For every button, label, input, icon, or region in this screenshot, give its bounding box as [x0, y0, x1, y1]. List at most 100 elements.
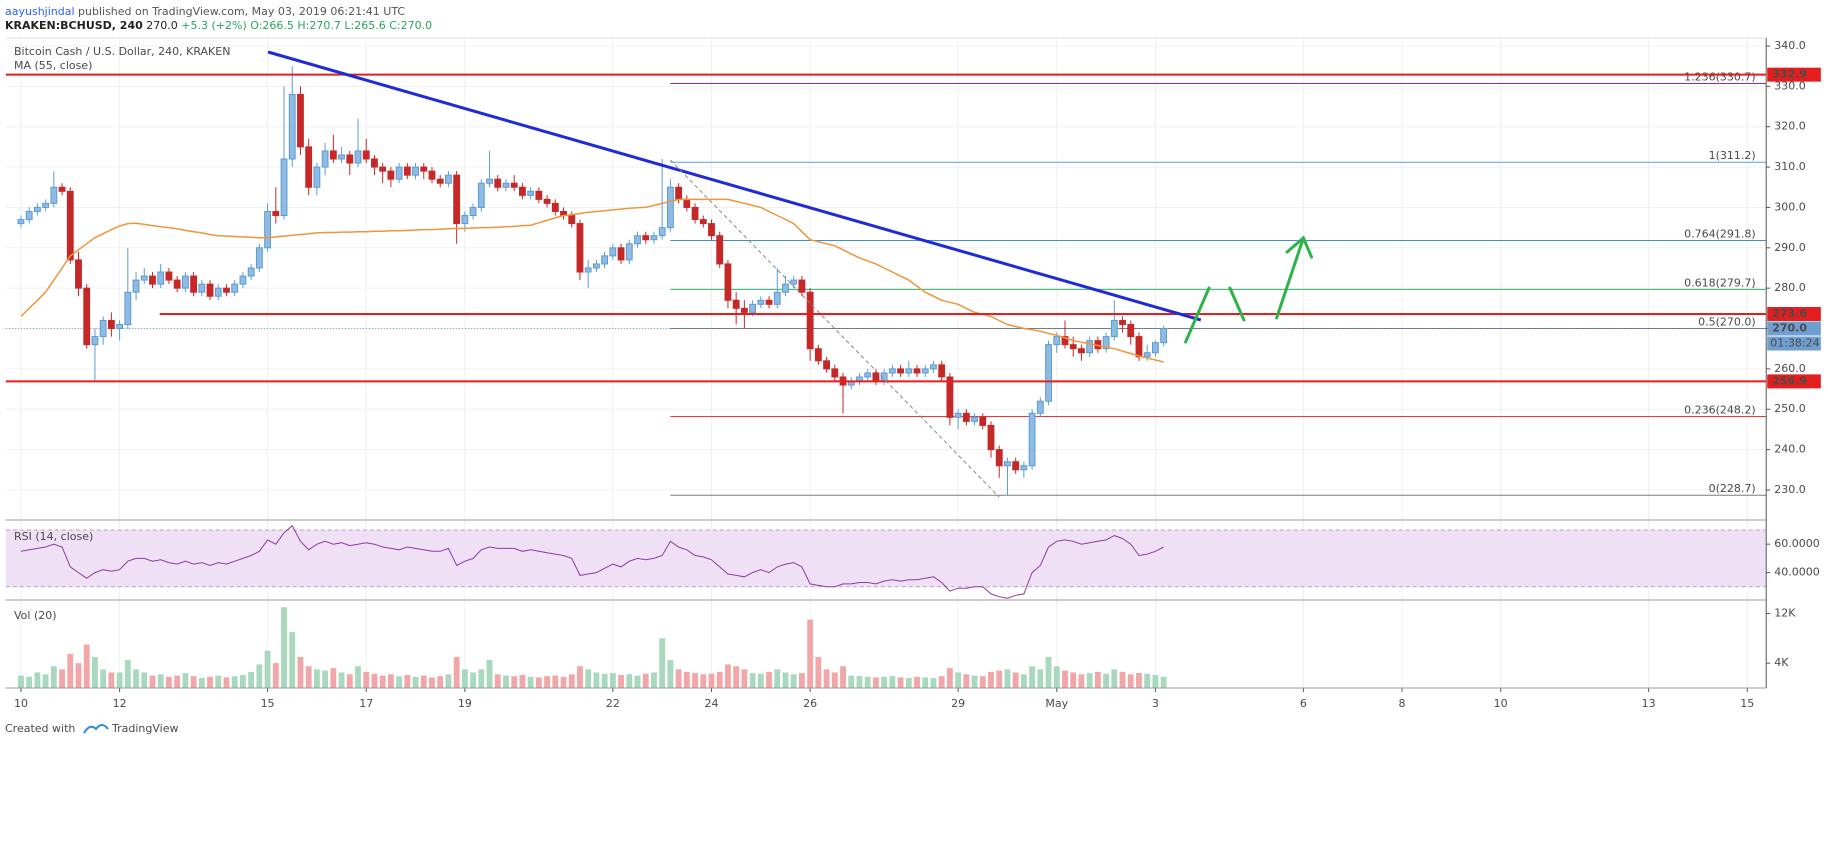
- volume-bar: [774, 669, 781, 688]
- x-tick-label: 15: [261, 697, 275, 710]
- candle-body: [469, 206, 477, 217]
- candle-body: [1012, 461, 1020, 471]
- candle-body: [486, 178, 493, 184]
- candle-body: [91, 336, 99, 346]
- volume-bar: [182, 673, 189, 688]
- candle-body: [247, 267, 255, 277]
- y-tick-label: 340.0: [1774, 39, 1806, 52]
- candle-body: [995, 449, 1003, 467]
- x-tick-label: May: [1045, 697, 1068, 710]
- volume-bar: [437, 676, 444, 688]
- fib-swing-line: [669, 159, 1000, 498]
- volume-tick-label: 12K: [1774, 606, 1796, 619]
- candle-body: [576, 223, 584, 273]
- volume-bar: [519, 674, 526, 688]
- volume-bar: [642, 673, 649, 688]
- candle-body: [453, 174, 461, 225]
- candle-body: [354, 150, 362, 164]
- candle-body: [666, 186, 674, 229]
- volume-bar: [1004, 669, 1011, 688]
- volume-legend: Vol (20): [14, 609, 57, 622]
- volume-bar: [198, 678, 205, 688]
- candle-body: [1036, 400, 1044, 414]
- x-tick-label: 8: [1399, 697, 1406, 710]
- candle-body: [708, 223, 715, 237]
- volume-bar: [18, 675, 24, 688]
- rsi-legend: RSI (14, close): [14, 530, 93, 543]
- volume-bar: [264, 650, 271, 688]
- volume-bar: [881, 676, 888, 688]
- volume-bar: [92, 656, 98, 688]
- volume-bar: [75, 663, 82, 688]
- candle-body: [971, 416, 978, 422]
- trend-line: [267, 50, 1202, 322]
- volume-bar: [67, 653, 74, 688]
- volume-bar: [100, 669, 107, 688]
- candle-body: [823, 360, 830, 370]
- volume-bar: [42, 674, 49, 688]
- candle-body: [716, 235, 724, 265]
- volume-bar: [560, 676, 567, 688]
- candle-body: [625, 243, 633, 261]
- candle-body: [930, 364, 937, 370]
- candle-body: [116, 323, 124, 330]
- candle-body: [1119, 319, 1126, 325]
- volume-bar: [1127, 674, 1134, 688]
- volume-bar: [223, 677, 230, 688]
- volume-bar: [305, 666, 312, 688]
- candle-body: [223, 287, 230, 293]
- volume-bar: [585, 669, 592, 688]
- countdown-label: 01:38:24: [1770, 337, 1819, 350]
- volume-bar: [338, 672, 345, 688]
- volume-bar: [231, 676, 238, 688]
- x-tick-label: 13: [1642, 697, 1656, 710]
- candle-body: [1160, 328, 1168, 344]
- candle-body: [535, 190, 543, 200]
- volume-bar: [905, 678, 912, 688]
- volume-bar: [50, 666, 57, 688]
- volume-bar: [716, 671, 723, 688]
- candle-body: [592, 263, 600, 269]
- candle-body: [699, 219, 707, 225]
- volume-bar: [741, 669, 748, 688]
- axes: 10 12 15 17 19 22 24 26 29 May 3 6 8 10 13 15 230.0 240.0…: [5, 37, 1821, 710]
- volume-bar: [675, 669, 682, 688]
- volume-bar: [281, 607, 287, 688]
- volume-bar: [667, 660, 674, 688]
- volume-bar: [1086, 673, 1093, 688]
- candle-body: [1004, 461, 1011, 467]
- volume-bar: [766, 671, 772, 688]
- volume-bar: [988, 671, 994, 688]
- candle-body: [765, 299, 773, 305]
- candle-body: [33, 206, 41, 212]
- volume-bar: [527, 676, 534, 688]
- volume-bar: [1152, 674, 1159, 688]
- volume-bar: [782, 672, 789, 688]
- volume-bar: [1144, 673, 1151, 688]
- countdown-tag: [1767, 336, 1821, 351]
- volume-bar: [823, 669, 830, 688]
- volume-bar: [412, 676, 419, 688]
- candle-body: [568, 215, 576, 225]
- candle-body: [814, 348, 822, 362]
- symbol: KRAKEN:BCHUSD, 240: [5, 19, 143, 32]
- change: +5.3 (+2%): [181, 19, 246, 32]
- candle-body: [888, 368, 896, 374]
- last-price-label: 270.0: [1772, 322, 1807, 335]
- volume-bar: [248, 671, 255, 688]
- volume-bar: [856, 676, 863, 688]
- candle-body: [1102, 336, 1110, 350]
- candle-body: [732, 299, 740, 309]
- volume-bar: [256, 664, 263, 688]
- level-tag-label: 256.9: [1772, 374, 1807, 387]
- candle-body: [773, 291, 781, 305]
- chart-title: Bitcoin Cash / U.S. Dollar, 240, KRAKEN: [14, 45, 230, 58]
- volume-bar: [634, 675, 641, 688]
- candle-body: [305, 146, 313, 188]
- fib-label: 0.236(248.2): [1684, 404, 1756, 417]
- arrow-up: [1184, 286, 1211, 344]
- volume-bar: [470, 672, 477, 688]
- volume-bar: [215, 675, 222, 688]
- candle-body: [379, 166, 387, 172]
- candle-body: [99, 319, 107, 338]
